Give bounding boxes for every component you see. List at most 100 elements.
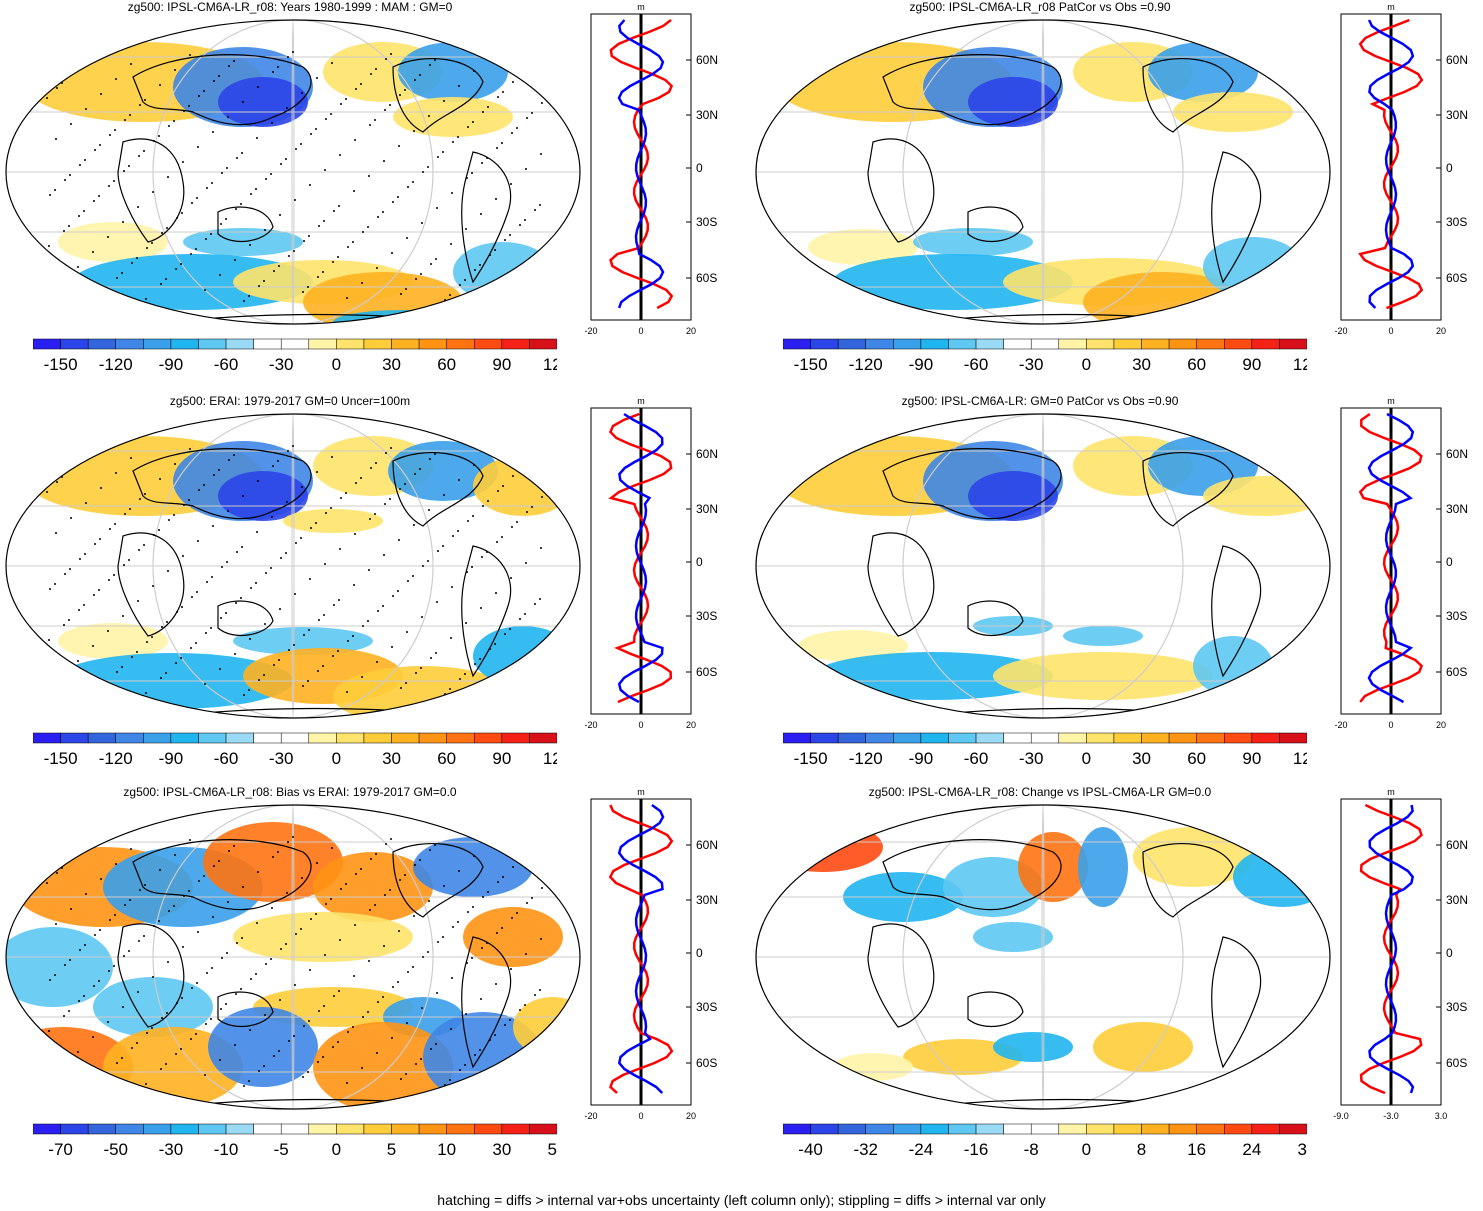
panel-title: zg500: IPSL-CM6A-LR_r08: Bias vs ERAI: 1… — [123, 785, 457, 799]
zonal-x-label: 0 — [1388, 326, 1393, 336]
anomaly-region — [943, 857, 1043, 917]
zonal-lat-label: 30S — [696, 609, 717, 623]
colorbar-swatch — [1030, 732, 1060, 744]
colorbar-label: -16 — [964, 1140, 989, 1159]
anomaly-region — [1193, 636, 1273, 696]
zonal-x-label: -20 — [584, 720, 597, 730]
coastline — [132, 839, 312, 911]
colorbar-swatch — [1113, 732, 1142, 744]
colorbar-swatch — [1141, 338, 1170, 350]
anomaly-region — [388, 441, 498, 501]
zonal-lat-label: 30N — [1446, 108, 1468, 122]
anomaly-region — [913, 228, 1033, 256]
colorbar-swatch — [363, 1123, 392, 1135]
colorbar-swatch — [225, 338, 254, 350]
colorbar-swatch — [33, 732, 61, 744]
colorbar-swatch — [1141, 732, 1170, 744]
colorbar-swatch — [837, 732, 866, 744]
colorbar-swatch — [474, 338, 503, 350]
colorbar-label: 120 — [543, 355, 557, 374]
colorbar-label: 60 — [1187, 749, 1206, 768]
colorbar-swatch — [810, 1123, 839, 1135]
colorbar-label: 90 — [492, 355, 511, 374]
colorbar-label: 0 — [332, 749, 341, 768]
footer-note: hatching = diffs > internal var+obs unce… — [437, 1192, 1046, 1208]
anomaly-region — [313, 1022, 453, 1109]
colorbar-label: -120 — [849, 749, 883, 768]
coastline — [461, 936, 512, 1069]
coastline — [867, 923, 935, 1028]
colorbar-swatch — [1086, 732, 1115, 744]
zonal-series-blue — [1368, 804, 1415, 1094]
zonal-x-label: -20 — [1334, 326, 1347, 336]
zonal-lat-label: 0 — [696, 555, 703, 569]
zonal-x-label: -20 — [584, 326, 597, 336]
coastline — [967, 600, 1024, 636]
coastline — [461, 151, 512, 284]
anomaly-region — [968, 77, 1058, 127]
colorbar-swatch — [920, 338, 949, 350]
colorbar-swatch — [280, 732, 310, 744]
colorbar-swatch — [1279, 1123, 1307, 1135]
colorbar: -150-120-90-60-300306090120150 — [783, 732, 1307, 768]
zonal-lat-label: 60S — [696, 665, 717, 679]
coastline — [882, 54, 1062, 126]
zonal-series-red — [608, 804, 674, 1094]
map-panel — [5, 19, 581, 325]
colorbar-swatch — [1224, 338, 1253, 350]
coastline — [132, 448, 312, 520]
colorbar-label: -8 — [1024, 1140, 1039, 1159]
colorbar-label: -150 — [44, 355, 78, 374]
zonal-lat-label: 30N — [696, 893, 718, 907]
zonal-lat-label: 60S — [1446, 271, 1467, 285]
colorbar-swatch — [975, 732, 1004, 744]
coastline — [1142, 842, 1234, 918]
anomaly-region — [73, 254, 313, 310]
coastline — [392, 842, 484, 918]
coastline — [1211, 936, 1262, 1069]
colorbar-label: 8 — [1137, 1140, 1146, 1159]
zonal-lat-label: 0 — [696, 161, 703, 175]
zonal-lat-label: 30N — [696, 502, 718, 516]
colorbar-label: -120 — [99, 355, 133, 374]
colorbar-swatch — [474, 732, 503, 744]
colorbar-swatch — [501, 338, 530, 350]
colorbar-swatch — [893, 1123, 922, 1135]
zonal-mean-plot: m 60N 30N 0 30S 60S -20 0 20 — [584, 787, 718, 1121]
coastline — [1211, 545, 1262, 678]
colorbar-label: 30 — [1132, 355, 1151, 374]
map-panel — [5, 413, 581, 719]
anomaly-region — [233, 627, 373, 655]
colorbar-swatch — [308, 732, 337, 744]
coastline — [117, 923, 185, 1028]
colorbar-swatch — [1251, 1123, 1280, 1135]
colorbar-label: 0 — [1082, 1140, 1091, 1159]
zonal-lat-label: 60N — [1446, 838, 1468, 852]
colorbar-swatch — [308, 338, 337, 350]
colorbar-swatch — [253, 732, 282, 744]
colorbar-swatch — [837, 338, 866, 350]
anomaly-region — [393, 97, 513, 137]
colorbar-label: 16 — [1187, 1140, 1206, 1159]
colorbar-swatch — [474, 1123, 503, 1135]
panel-title: zg500: IPSL-CM6A-LR_r08 PatCor vs Obs =0… — [909, 0, 1171, 14]
colorbar-swatch — [1030, 338, 1060, 350]
colorbar-label: -90 — [909, 749, 934, 768]
colorbar-label: 10 — [437, 1140, 456, 1159]
anomaly-region — [798, 630, 908, 662]
colorbar: -70-50-30-10-50510305070 — [33, 1123, 557, 1159]
zonal-mean-plot: m 60N 30N 0 30S 60S -20 0 20 — [1334, 396, 1468, 730]
colorbar-swatch — [198, 338, 227, 350]
colorbar-swatch — [418, 1123, 447, 1135]
colorbar-swatch — [280, 1123, 310, 1135]
colorbar-swatch — [115, 1123, 144, 1135]
colorbar-swatch — [143, 732, 172, 744]
coastline — [392, 57, 484, 133]
colorbar-swatch — [253, 1123, 282, 1135]
zonal-x-label: 20 — [1436, 326, 1446, 336]
anomaly-region — [93, 977, 213, 1037]
panel-title: zg500: IPSL-CM6A-LR_r08: Years 1980-1999… — [127, 0, 453, 14]
colorbar-label: 50 — [548, 1140, 557, 1159]
colorbar: -150-120-90-60-300306090120150 — [33, 732, 557, 768]
map-panel — [755, 19, 1331, 325]
